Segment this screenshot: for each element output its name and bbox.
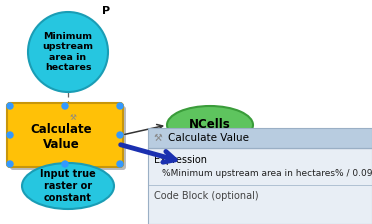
Circle shape <box>62 103 68 109</box>
Ellipse shape <box>22 163 114 209</box>
Text: Calculate
Value: Calculate Value <box>30 123 92 151</box>
Circle shape <box>7 103 13 109</box>
FancyBboxPatch shape <box>10 106 126 170</box>
Text: ⚒: ⚒ <box>154 133 162 143</box>
Text: Calculate Value: Calculate Value <box>168 133 249 143</box>
FancyBboxPatch shape <box>148 128 372 148</box>
FancyBboxPatch shape <box>148 148 372 224</box>
Circle shape <box>117 103 123 109</box>
Ellipse shape <box>167 106 253 144</box>
Text: %Minimum upstream area in hectares% / 0.09: %Minimum upstream area in hectares% / 0.… <box>162 170 372 179</box>
Circle shape <box>117 161 123 167</box>
Text: Code Block (optional): Code Block (optional) <box>154 191 259 201</box>
Circle shape <box>7 161 13 167</box>
Text: P: P <box>102 6 110 16</box>
Circle shape <box>117 132 123 138</box>
Text: Expression: Expression <box>154 155 207 165</box>
Ellipse shape <box>28 12 108 92</box>
Circle shape <box>62 161 68 167</box>
Text: ⚒: ⚒ <box>70 112 76 121</box>
Text: NCells: NCells <box>189 118 231 131</box>
Text: Input true
raster or
constant: Input true raster or constant <box>40 169 96 202</box>
Circle shape <box>7 132 13 138</box>
Text: Minimum
upstream
area in
hectares: Minimum upstream area in hectares <box>42 32 93 72</box>
FancyBboxPatch shape <box>7 103 123 167</box>
